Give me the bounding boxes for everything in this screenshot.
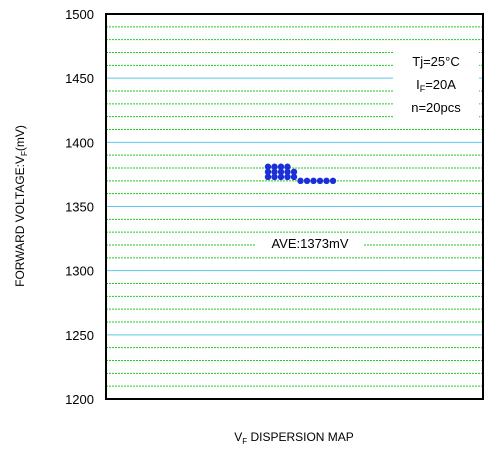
data-point: [284, 168, 291, 176]
y-tick-label: 1450: [65, 71, 94, 86]
x-axis-label: VF DISPERSION MAP: [234, 430, 354, 446]
plot-frame: [105, 13, 484, 400]
data-point: [297, 177, 304, 185]
y-tick-label: 1350: [65, 200, 94, 215]
y-tick-label: 1250: [65, 328, 94, 343]
data-point: [271, 173, 278, 181]
y-tick-label: 1400: [65, 135, 94, 150]
data-point: [277, 163, 285, 170]
y-tick-label: 1500: [65, 7, 94, 22]
condition-tj: Tj=25°C: [412, 54, 459, 69]
condition-if: IF=20A: [416, 77, 456, 94]
y-axis-label: FORWARD VOLTAGE:VF(mV): [13, 125, 29, 287]
y-tick-label: 1200: [65, 392, 94, 407]
data-point: [284, 173, 291, 181]
grid-layer: [106, 26, 483, 387]
data-point: [264, 163, 272, 170]
data-point: [277, 168, 285, 176]
y-tick-labels: 1200 1250 1300 1350 1400 1450 1500: [65, 7, 94, 407]
data-point: [264, 168, 272, 176]
data-point: [284, 163, 291, 170]
data-point: [303, 177, 311, 185]
condition-n: n=20pcs: [411, 100, 461, 115]
data-point: [271, 168, 278, 176]
y-tick-label: 1300: [65, 264, 94, 279]
data-points: [264, 163, 337, 185]
data-point: [329, 177, 337, 185]
conditions-box: Tj=25°C IF=20A n=20pcs: [393, 52, 479, 122]
data-point: [310, 177, 317, 185]
data-point: [277, 173, 285, 181]
average-label: AVE:1373mV: [271, 236, 348, 251]
average-label-box: AVE:1373mV: [256, 233, 364, 253]
data-point: [323, 177, 330, 185]
data-point: [290, 173, 298, 181]
data-point: [290, 168, 298, 176]
data-point: [316, 177, 324, 185]
data-point: [264, 173, 272, 181]
data-point: [271, 163, 278, 170]
